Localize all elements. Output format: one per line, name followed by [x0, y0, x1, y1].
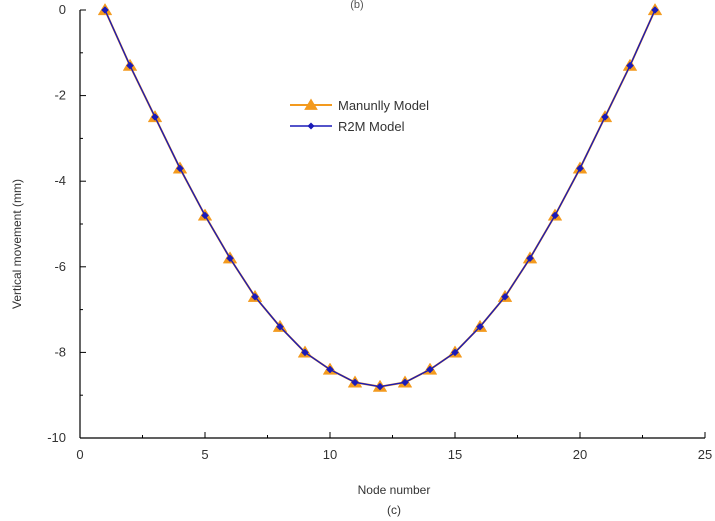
chart-top-label: (b)	[350, 0, 363, 11]
diamond-marker	[451, 348, 459, 357]
legend-item-r2m-model: R2M Model	[290, 119, 405, 134]
diamond-marker	[176, 164, 184, 173]
diamond-marker	[551, 211, 559, 220]
x-tick-label: 5	[201, 447, 208, 462]
legend-triangle-marker	[304, 98, 318, 110]
x-tick-label: 15	[448, 447, 462, 462]
series-r2m-model	[101, 6, 659, 391]
diamond-marker	[601, 113, 609, 121]
diamond-marker	[101, 6, 109, 14]
diamond-marker	[301, 348, 309, 357]
diamond-marker	[151, 113, 159, 121]
x-tick-label: 25	[698, 447, 712, 462]
axes-layer: 0 5 10 15 20 25 0 -2 -4 -6 -8 -10	[47, 2, 712, 462]
x-axis-label: Node number	[358, 483, 431, 497]
diamond-marker	[126, 61, 134, 70]
diamond-marker	[326, 365, 334, 374]
series-layer	[97, 3, 663, 392]
diamond-marker	[476, 322, 484, 331]
series-line	[104, 9, 656, 388]
diamond-marker	[276, 322, 284, 331]
figure-caption: (c)	[387, 503, 401, 517]
diamond-marker	[576, 164, 584, 173]
diamond-marker	[226, 254, 234, 263]
x-tick-label: 20	[573, 447, 587, 462]
y-tick-label: -6	[54, 259, 66, 274]
legend-item-manunlly-model: Manunlly Model	[290, 98, 429, 113]
y-axis-label: Vertical movement (mm)	[10, 179, 24, 309]
diamond-marker	[526, 254, 534, 263]
y-tick-label: -2	[54, 88, 66, 103]
diamond-marker	[251, 292, 259, 301]
diamond-marker	[351, 378, 359, 387]
diamond-marker	[401, 378, 409, 387]
series-manunlly-model	[97, 3, 663, 392]
legend-diamond-marker	[307, 122, 315, 130]
y-tick-label: -4	[54, 173, 66, 188]
x-tick-label: 10	[323, 447, 337, 462]
x-tick-label: 0	[76, 447, 83, 462]
y-tick-label: -8	[54, 344, 66, 359]
diamond-marker	[651, 6, 659, 14]
diamond-marker	[201, 211, 209, 220]
diamond-marker	[626, 61, 634, 70]
y-tick-label: -10	[47, 430, 66, 445]
diamond-marker	[426, 365, 434, 374]
legend: Manunlly Model R2M Model	[290, 98, 429, 134]
legend-label: R2M Model	[338, 119, 405, 134]
diamond-marker	[501, 292, 509, 301]
legend-label: Manunlly Model	[338, 98, 429, 113]
diamond-marker	[376, 382, 384, 391]
y-tick-label: 0	[59, 2, 66, 17]
series-line	[104, 9, 656, 388]
